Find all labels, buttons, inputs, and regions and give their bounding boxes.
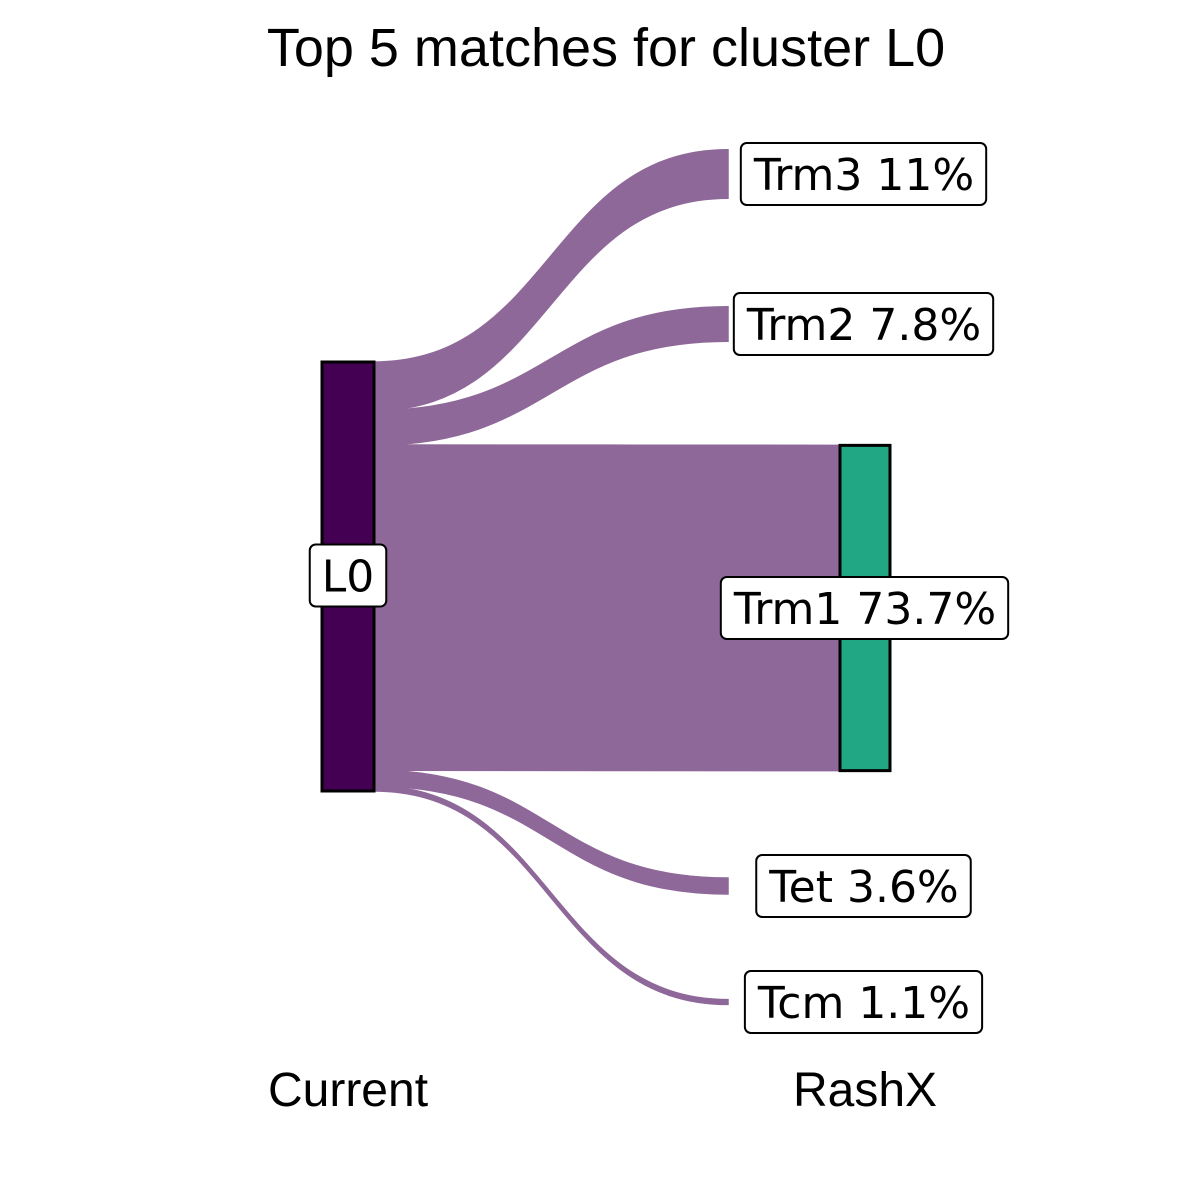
target-label-tet-box [755,854,972,918]
flow-trm2 [373,306,729,446]
target-label-trm2-box [732,292,995,356]
target-label-tcm-text: Tcm 1.1% [757,978,970,1029]
flow-trm3 [373,148,729,412]
source-label-l0: L0 [308,543,388,608]
source-label-l0-box [308,543,388,608]
target-label-tcm-box [743,970,984,1034]
target-label-trm3: Trm3 11% [739,142,988,206]
flows [373,148,841,1006]
target-label-tet-text: Tet 3.6% [768,862,959,913]
target-label-trm2-text: Trm2 7.8% [746,300,981,351]
source-label-l0-text: L0 [322,552,375,603]
source-axis-label: Current [268,1064,428,1117]
chart-title: Top 5 matches for cluster L0 [267,18,945,78]
target-axis-label: RashX [793,1064,937,1117]
target-label-trm3-box [739,142,988,206]
target-label-trm1-box [719,576,1010,640]
target-label-tet: Tet 3.6% [755,854,972,918]
target-label-tcm: Tcm 1.1% [743,970,984,1034]
target-label-trm1: Trm1 73.7% [719,576,1010,640]
labels: L0 Trm3 11% Trm2 7.8% Trm1 73.7% Tet 3.6% Tcm… [308,142,1010,1034]
target-label-trm2: Trm2 7.8% [732,292,995,356]
flow-tcm [373,785,729,1006]
target-label-trm1-text: Trm1 73.7% [733,584,996,635]
target-label-trm3-text: Trm3 11% [753,150,974,201]
flow-tet [373,769,729,895]
